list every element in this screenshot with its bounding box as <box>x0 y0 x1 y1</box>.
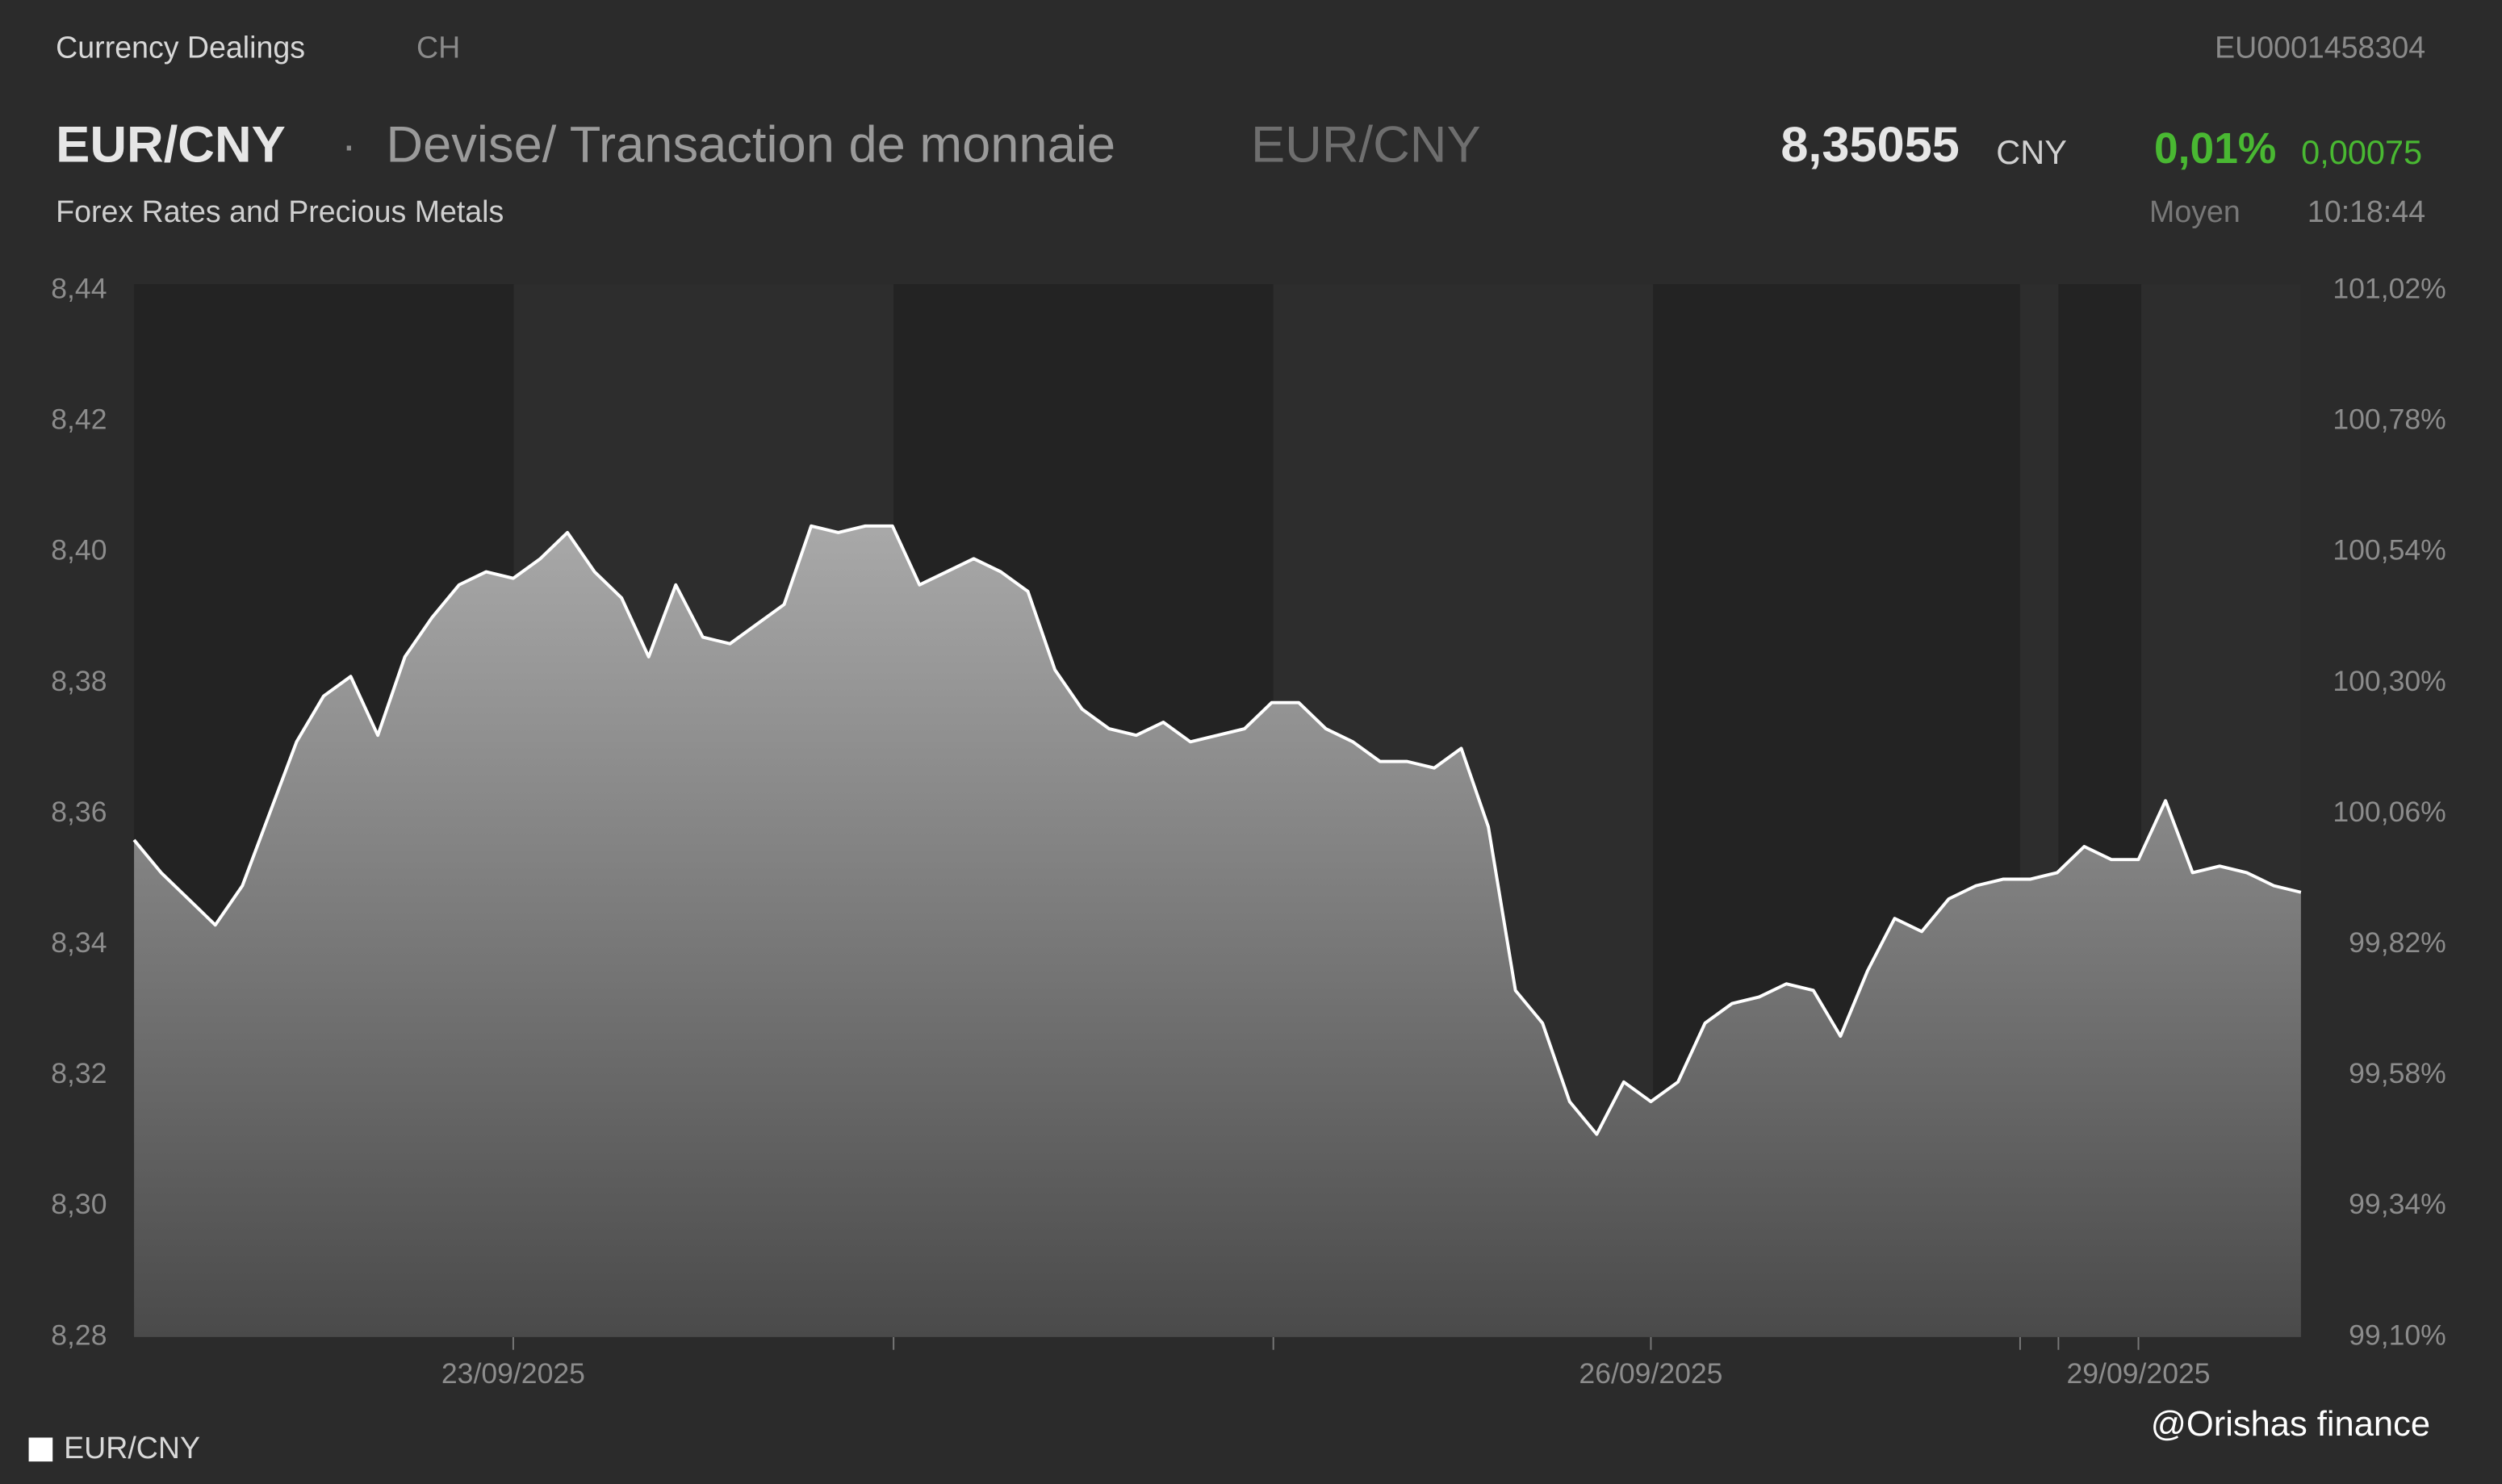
instrument: Devise/ Transaction de monnaie <box>386 117 1115 173</box>
currency: CNY <box>1996 133 2067 171</box>
x-tick-label: 29/09/2025 <box>2066 1357 2210 1390</box>
y2-tick-label: 100,06% <box>2333 796 2446 828</box>
watermark: @Orishas finance <box>2151 1405 2430 1444</box>
country: CH <box>416 30 460 64</box>
y-tick-label: 8,38 <box>51 665 107 697</box>
isin: EU0001458304 <box>2215 30 2425 64</box>
y-tick-label: 8,28 <box>51 1319 107 1351</box>
symbol-alt: EUR/CNY <box>1251 117 1481 173</box>
y2-tick-label: 100,78% <box>2333 403 2446 436</box>
subtitle: Forex Rates and Precious Metals <box>56 194 504 228</box>
source: Currency Dealings <box>56 30 305 64</box>
x-tick-label: 23/09/2025 <box>441 1357 585 1390</box>
y-tick-label: 8,44 <box>51 272 107 304</box>
y2-tick-label: 99,82% <box>2349 926 2446 959</box>
legend-swatch <box>28 1437 53 1462</box>
y2-tick-label: 100,30% <box>2333 665 2446 697</box>
y2-tick-label: 101,02% <box>2333 272 2446 304</box>
change-abs: 0,00075 <box>2301 133 2422 171</box>
time: 10:18:44 <box>2307 194 2425 228</box>
y2-tick-label: 99,10% <box>2349 1319 2446 1351</box>
x-tick-label: 26/09/2025 <box>1579 1357 1722 1390</box>
y-tick-label: 8,32 <box>51 1057 107 1089</box>
line <box>132 524 2302 1136</box>
y2-tick-label: 99,34% <box>2349 1188 2446 1220</box>
area <box>134 525 2301 1337</box>
x-ticks <box>893 1336 2060 1350</box>
separator: · <box>341 120 356 170</box>
legend-label: EUR/CNY <box>64 1431 200 1465</box>
symbol: EUR/CNY <box>56 117 286 173</box>
y-tick-label: 8,40 <box>51 534 107 566</box>
y2-tick-label: 99,58% <box>2349 1057 2446 1089</box>
y2-tick-label: 100,54% <box>2333 534 2446 566</box>
y-tick-label: 8,36 <box>51 796 107 828</box>
y-tick-label: 8,30 <box>51 1188 107 1220</box>
change-pct: 0,01% <box>2154 125 2276 173</box>
y-tick-label: 8,42 <box>51 403 107 436</box>
y-tick-label: 8,34 <box>51 926 107 959</box>
price: 8,35055 <box>1780 117 1959 172</box>
price-type: Moyen <box>2149 194 2241 228</box>
